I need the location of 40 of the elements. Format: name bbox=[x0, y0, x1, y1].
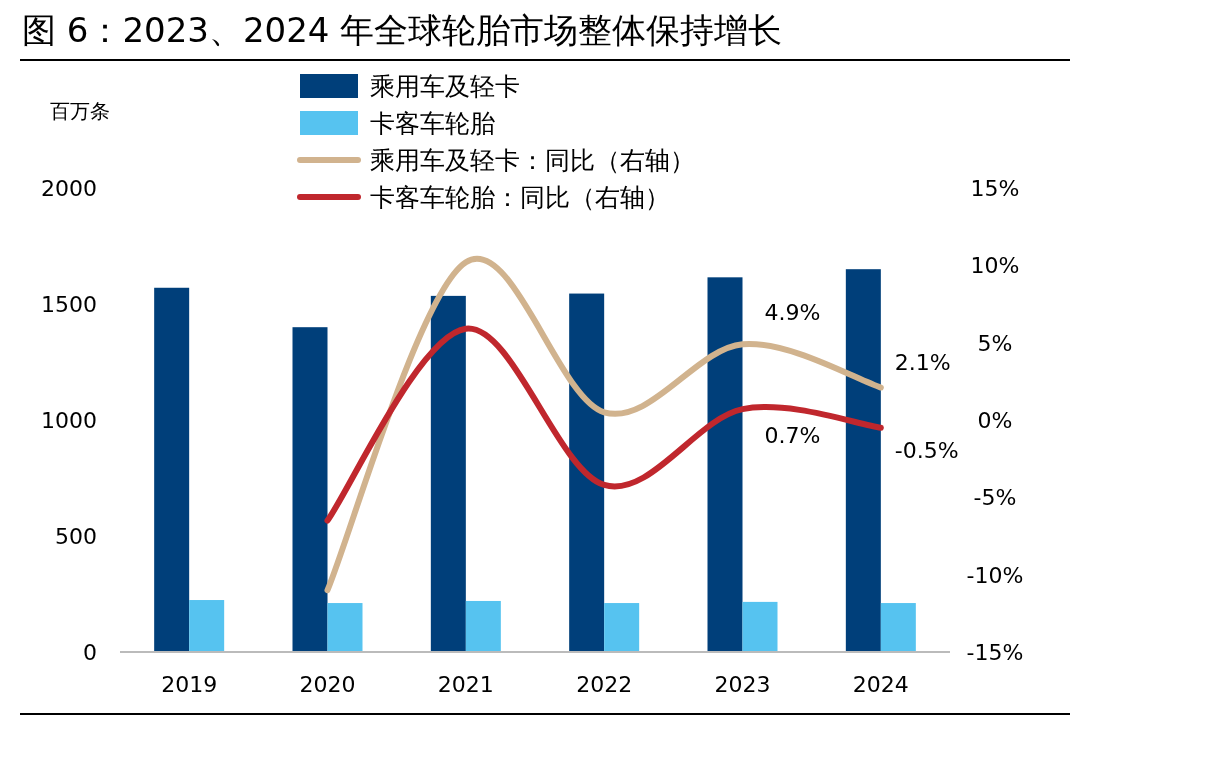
legend-label: 卡客车轮胎：同比（右轴） bbox=[370, 183, 670, 212]
bar bbox=[742, 601, 778, 652]
data-label: -0.5% bbox=[894, 437, 959, 463]
bar bbox=[569, 293, 605, 652]
y-axis-title: 百万条 bbox=[50, 99, 110, 123]
y2-tick-label: -5% bbox=[973, 485, 1017, 511]
legend-label: 卡客车轮胎 bbox=[370, 109, 495, 138]
bar bbox=[327, 603, 363, 652]
y-tick-label: 2000 bbox=[41, 176, 97, 201]
y-tick-label: 500 bbox=[55, 524, 97, 549]
bar bbox=[707, 277, 743, 652]
x-tick-label: 2024 bbox=[852, 672, 909, 697]
y-tick-label: 1500 bbox=[41, 292, 97, 317]
data-label: 0.7% bbox=[764, 423, 821, 449]
bar bbox=[430, 295, 466, 652]
bar bbox=[154, 287, 190, 652]
y2-tick-label: -15% bbox=[966, 640, 1024, 665]
bar bbox=[845, 269, 881, 652]
bar bbox=[292, 327, 328, 652]
chart-title: 图 6：2023、2024 年全球轮胎市场整体保持增长 bbox=[22, 10, 783, 50]
y2-tick-label: 10% bbox=[970, 253, 1020, 279]
y2-tick-label: -10% bbox=[966, 562, 1024, 588]
y2-tick-label: 0% bbox=[977, 408, 1013, 433]
data-label: 4.9% bbox=[764, 300, 821, 326]
bar bbox=[189, 600, 225, 652]
bar bbox=[465, 600, 501, 652]
y-tick-label: 0 bbox=[83, 640, 97, 665]
x-tick-label: 2020 bbox=[299, 672, 356, 697]
x-tick-label: 2023 bbox=[714, 672, 771, 697]
bar bbox=[880, 603, 916, 652]
y2-tick-label: 5% bbox=[977, 330, 1013, 356]
data-label: 2.1% bbox=[894, 349, 951, 375]
legend-label: 乘用车及轻卡 bbox=[370, 72, 520, 101]
x-tick-label: 2021 bbox=[437, 672, 494, 697]
legend-label: 乘用车及轻卡：同比（右轴） bbox=[370, 146, 695, 175]
x-tick-label: 2019 bbox=[161, 672, 218, 697]
bar bbox=[604, 603, 640, 652]
y2-tick-label: 15% bbox=[970, 176, 1020, 201]
y-tick-label: 1000 bbox=[41, 408, 97, 433]
x-tick-label: 2022 bbox=[576, 672, 633, 697]
